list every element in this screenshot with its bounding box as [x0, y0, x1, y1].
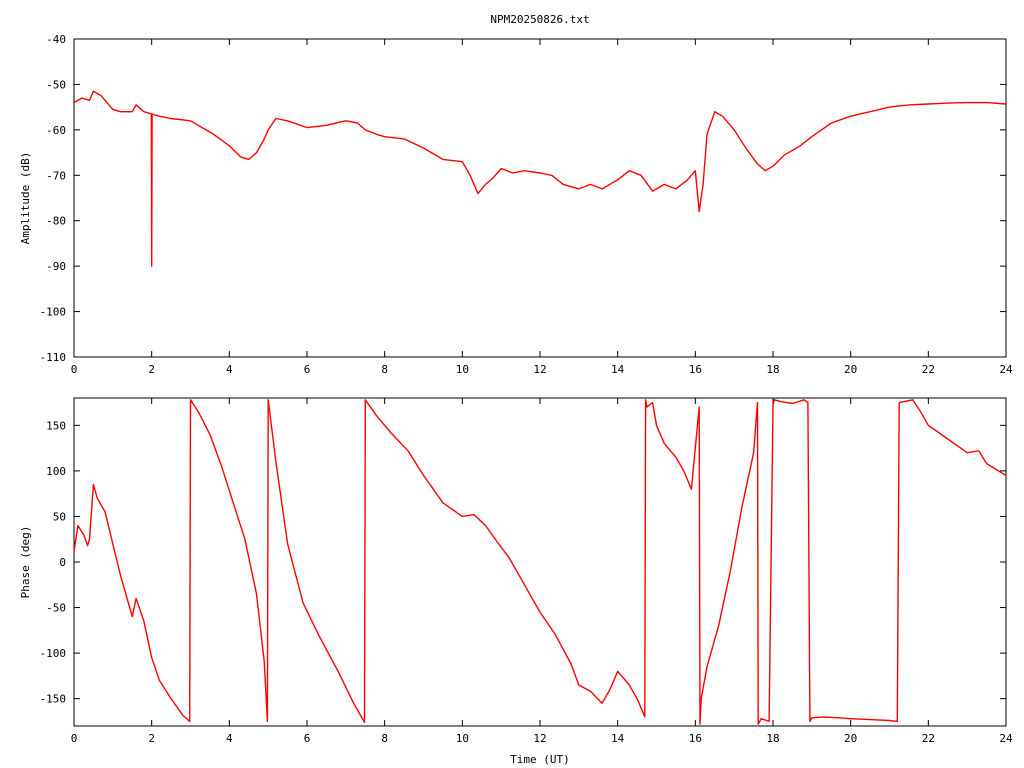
- y-tick-label: 0: [59, 556, 66, 569]
- x-tick-label: 10: [456, 732, 469, 745]
- y-tick-label: -50: [46, 78, 66, 91]
- phase-panel: 0 2 4 6 8 10 12 14 16 18 20 22 24-150-100-5005010015…: [19, 397, 1013, 766]
- x-tick-label: 0: [71, 363, 78, 376]
- x-tick-label: 12: [533, 732, 546, 745]
- y-tick-label: -90: [46, 260, 66, 273]
- y-tick-label: -40: [46, 33, 66, 46]
- plot-frame: [73, 38, 1007, 358]
- x-tick-label: 14: [611, 732, 625, 745]
- x-tick-label: 2: [148, 363, 155, 376]
- x-tick-label: 10: [456, 363, 469, 376]
- chart-panels: 0 2 4 6 8 10 12 14 16 18 20 22 24-110-100-90-80-70-6…: [19, 33, 1013, 766]
- x-tick-label: 6: [304, 732, 311, 745]
- y-tick-label: -50: [46, 602, 66, 615]
- y-tick-label: 50: [53, 510, 66, 523]
- y-tick-label: -60: [46, 124, 66, 137]
- y-tick-label: 100: [46, 465, 66, 478]
- y-tick-label: -100: [40, 306, 67, 319]
- y-tick-label: 150: [46, 419, 66, 432]
- x-tick-label: 20: [844, 732, 857, 745]
- series-line-0: [74, 90, 1006, 213]
- x-tick-label: 24: [999, 732, 1013, 745]
- series-line-1: [150, 113, 153, 267]
- x-axis-title: Time (UT): [510, 753, 570, 766]
- y-tick-label: -150: [40, 693, 67, 706]
- x-tick-label: 18: [766, 732, 779, 745]
- chart-title: NPM20250826.txt: [490, 13, 589, 26]
- x-tick-label: 16: [689, 732, 702, 745]
- x-tick-label: 16: [689, 363, 702, 376]
- y-tick-label: -100: [40, 647, 67, 660]
- y-axis-title: Phase (deg): [19, 526, 32, 599]
- y-tick-label: -110: [40, 351, 67, 364]
- series-line-0: [74, 399, 1006, 725]
- x-tick-label: 14: [611, 363, 625, 376]
- x-tick-label: 4: [226, 732, 233, 745]
- x-tick-label: 0: [71, 732, 78, 745]
- x-tick-label: 4: [226, 363, 233, 376]
- x-tick-label: 6: [304, 363, 311, 376]
- x-tick-label: 24: [999, 363, 1013, 376]
- y-tick-label: -80: [46, 215, 66, 228]
- x-tick-label: 18: [766, 363, 779, 376]
- x-tick-label: 22: [922, 732, 935, 745]
- y-axis-title: Amplitude (dB): [19, 152, 32, 245]
- x-tick-label: 12: [533, 363, 546, 376]
- x-tick-label: 8: [381, 363, 388, 376]
- x-tick-label: 22: [922, 363, 935, 376]
- x-tick-label: 8: [381, 732, 388, 745]
- x-tick-label: 2: [148, 732, 155, 745]
- amplitude-panel: 0 2 4 6 8 10 12 14 16 18 20 22 24-110-100-90-80-70-6…: [19, 33, 1013, 376]
- y-tick-label: -70: [46, 169, 66, 182]
- plot-frame: [73, 397, 1007, 727]
- x-tick-label: 20: [844, 363, 857, 376]
